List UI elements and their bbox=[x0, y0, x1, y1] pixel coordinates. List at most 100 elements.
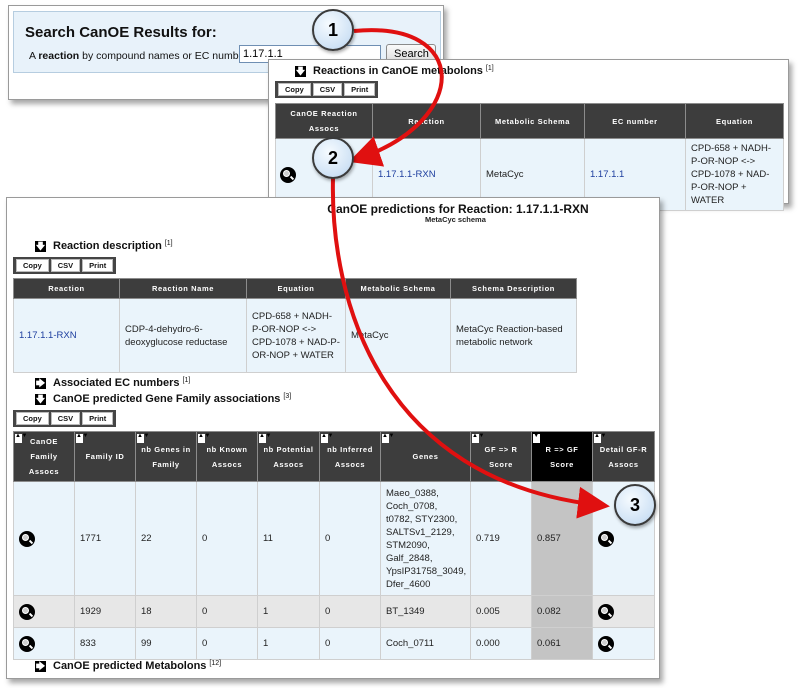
print-button[interactable]: Print bbox=[82, 259, 114, 272]
print-button[interactable]: Print bbox=[82, 412, 114, 425]
col-nb-inferred[interactable]: ▲▼ nb Inferred Assocs bbox=[319, 431, 381, 482]
search-description: A reaction by compound names or EC numbe… bbox=[29, 50, 253, 62]
table-row: 1771 22 0 11 0 Maeo_0388, Coch_0708, t07… bbox=[13, 481, 655, 596]
col-reaction-name[interactable]: Reaction Name bbox=[119, 278, 247, 299]
col-metabolic-schema[interactable]: Metabolic Schema bbox=[480, 103, 585, 139]
r-gf-score-cell: 0.061 bbox=[531, 627, 593, 660]
copy-button[interactable]: Copy bbox=[278, 83, 311, 96]
genes-cell: Maeo_0388, Coch_0708, t0782, STY2300, SA… bbox=[380, 481, 471, 596]
sort-icon[interactable]: ▲▼ bbox=[137, 433, 149, 443]
reaction-description-header[interactable]: 🡇 Reaction description [1] bbox=[35, 240, 173, 252]
reactions-section-ref[interactable]: [1] bbox=[485, 64, 494, 72]
reactions-section-header[interactable]: 🡇 Reactions in CanOE metabolons [1] bbox=[295, 65, 494, 77]
copy-button[interactable]: Copy bbox=[16, 259, 49, 272]
nb-inferred-cell: 0 bbox=[319, 595, 381, 628]
metabolons-ref[interactable]: [12] bbox=[209, 659, 222, 667]
associated-ec-header[interactable]: 🡆 Associated EC numbers [1] bbox=[35, 377, 190, 389]
col-label: nb Genes in Family bbox=[141, 444, 191, 469]
csv-button[interactable]: CSV bbox=[312, 83, 343, 96]
gene-family-ref[interactable]: [3] bbox=[283, 392, 292, 400]
schema-cell: MetaCyc bbox=[345, 298, 451, 373]
nb-known-cell: 0 bbox=[196, 627, 258, 660]
sort-icon[interactable]: ▲▼ bbox=[76, 433, 88, 443]
col-r-gf-score[interactable]: ▼ R => GF Score bbox=[531, 431, 593, 482]
magnifier-icon[interactable] bbox=[19, 603, 35, 620]
sort-icon[interactable]: ▲▼ bbox=[198, 433, 210, 443]
col-reaction[interactable]: Reaction bbox=[372, 103, 481, 139]
col-nb-potential[interactable]: ▲▼ nb Potential Assocs bbox=[257, 431, 320, 482]
col-canoe-reaction-assocs[interactable]: CanOE Reaction Assocs bbox=[275, 103, 373, 139]
magnifier-icon[interactable] bbox=[598, 635, 614, 652]
equation-cell: CPD-658 + NADH-P-OR-NOP <-> CPD-1078 + N… bbox=[685, 138, 784, 211]
nb-known-cell: 0 bbox=[196, 481, 258, 596]
col-genes[interactable]: ▲▼ Genes bbox=[380, 431, 471, 482]
magnifier-icon[interactable] bbox=[19, 530, 35, 547]
nb-genes-cell: 22 bbox=[135, 481, 197, 596]
gene-family-title: CanOE predicted Gene Family associations bbox=[53, 393, 281, 405]
reactions-section-title: Reactions in CanOE metabolons bbox=[313, 65, 483, 77]
col-metabolic-schema[interactable]: Metabolic Schema bbox=[345, 278, 451, 299]
r-gf-score-cell: 0.857 bbox=[531, 481, 593, 596]
col-nb-known[interactable]: ▲▼ nb Known Assocs bbox=[196, 431, 258, 482]
col-family-id[interactable]: ▲▼ Family ID bbox=[74, 431, 136, 482]
col-nb-genes[interactable]: ▲▼ nb Genes in Family bbox=[135, 431, 197, 482]
expand-arrow-icon[interactable]: 🡆 bbox=[35, 660, 46, 672]
family-assoc-cell bbox=[13, 627, 75, 660]
collapse-arrow-icon[interactable]: 🡇 bbox=[35, 393, 46, 405]
associated-ec-ref[interactable]: [1] bbox=[182, 376, 191, 384]
col-ec-number[interactable]: EC number bbox=[584, 103, 686, 139]
csv-button[interactable]: CSV bbox=[50, 259, 81, 272]
detail-cell bbox=[592, 627, 655, 660]
gene-family-header[interactable]: 🡇 CanOE predicted Gene Family associatio… bbox=[35, 393, 291, 405]
copy-button[interactable]: Copy bbox=[16, 412, 49, 425]
reaction-link[interactable]: 1.17.1.1-RXN bbox=[13, 298, 120, 373]
associated-ec-title: Associated EC numbers bbox=[53, 377, 180, 389]
reaction-description-ref[interactable]: [1] bbox=[164, 239, 173, 247]
nb-genes-cell: 18 bbox=[135, 595, 197, 628]
nb-genes-cell: 99 bbox=[135, 627, 197, 660]
col-detail-gf-r[interactable]: ▲▼ Detail GF-R Assocs bbox=[592, 431, 655, 482]
sort-icon[interactable]: ▲▼ bbox=[472, 433, 484, 443]
magnifier-icon[interactable] bbox=[280, 166, 296, 183]
gene-family-toolbar: Copy CSV Print bbox=[13, 410, 117, 427]
nb-known-cell: 0 bbox=[196, 595, 258, 628]
expand-arrow-icon[interactable]: 🡆 bbox=[35, 377, 46, 389]
sort-desc-icon[interactable]: ▼ bbox=[533, 433, 540, 443]
magnifier-icon[interactable] bbox=[598, 603, 614, 620]
col-canoe-family-assocs[interactable]: ▲▼ CanOE Family Assocs bbox=[13, 431, 75, 482]
col-gf-r-score[interactable]: ▲▼ GF => R Score bbox=[470, 431, 532, 482]
sort-icon[interactable]: ▲▼ bbox=[594, 433, 606, 443]
col-label: nb Potential Assocs bbox=[263, 444, 314, 469]
col-schema-description[interactable]: Schema Description bbox=[450, 278, 577, 299]
step-marker-2: 2 bbox=[312, 137, 354, 179]
collapse-arrow-icon[interactable]: 🡇 bbox=[295, 65, 306, 77]
col-label: Family ID bbox=[85, 452, 125, 461]
sort-icon[interactable]: ▲▼ bbox=[259, 433, 271, 443]
genes-cell: BT_1349 bbox=[380, 595, 471, 628]
col-reaction[interactable]: Reaction bbox=[13, 278, 120, 299]
step-marker-3: 3 bbox=[614, 484, 656, 526]
collapse-arrow-icon[interactable]: 🡇 bbox=[35, 240, 46, 252]
sort-icon[interactable]: ▲▼ bbox=[382, 433, 394, 443]
col-equation[interactable]: Equation bbox=[246, 278, 346, 299]
search-title: Search CanOE Results for: bbox=[25, 24, 217, 41]
equation-cell: CPD-658 + NADH-P-OR-NOP <-> CPD-1078 + N… bbox=[246, 298, 346, 373]
col-equation[interactable]: Equation bbox=[685, 103, 784, 139]
magnifier-icon[interactable] bbox=[598, 530, 614, 547]
sort-icon[interactable]: ▲▼ bbox=[321, 433, 333, 443]
col-label: Genes bbox=[412, 452, 439, 461]
nb-inferred-cell: 0 bbox=[319, 481, 381, 596]
print-button[interactable]: Print bbox=[344, 83, 376, 96]
table-row: 833 99 0 1 0 Coch_0711 0.000 0.061 bbox=[13, 627, 655, 660]
csv-button[interactable]: CSV bbox=[50, 412, 81, 425]
col-label: GF => R Score bbox=[484, 444, 518, 469]
nb-potential-cell: 1 bbox=[257, 595, 320, 628]
nb-potential-cell: 11 bbox=[257, 481, 320, 596]
family-id-cell: 833 bbox=[74, 627, 136, 660]
metabolons-header[interactable]: 🡆 CanOE predicted Metabolons [12] bbox=[35, 660, 221, 672]
magnifier-icon[interactable] bbox=[19, 635, 35, 652]
nb-potential-cell: 1 bbox=[257, 627, 320, 660]
sort-icon[interactable]: ▲▼ bbox=[15, 433, 27, 443]
predictions-panel: CanOE predictions for Reaction: 1.17.1.1… bbox=[6, 197, 660, 679]
family-assoc-cell bbox=[13, 481, 75, 596]
